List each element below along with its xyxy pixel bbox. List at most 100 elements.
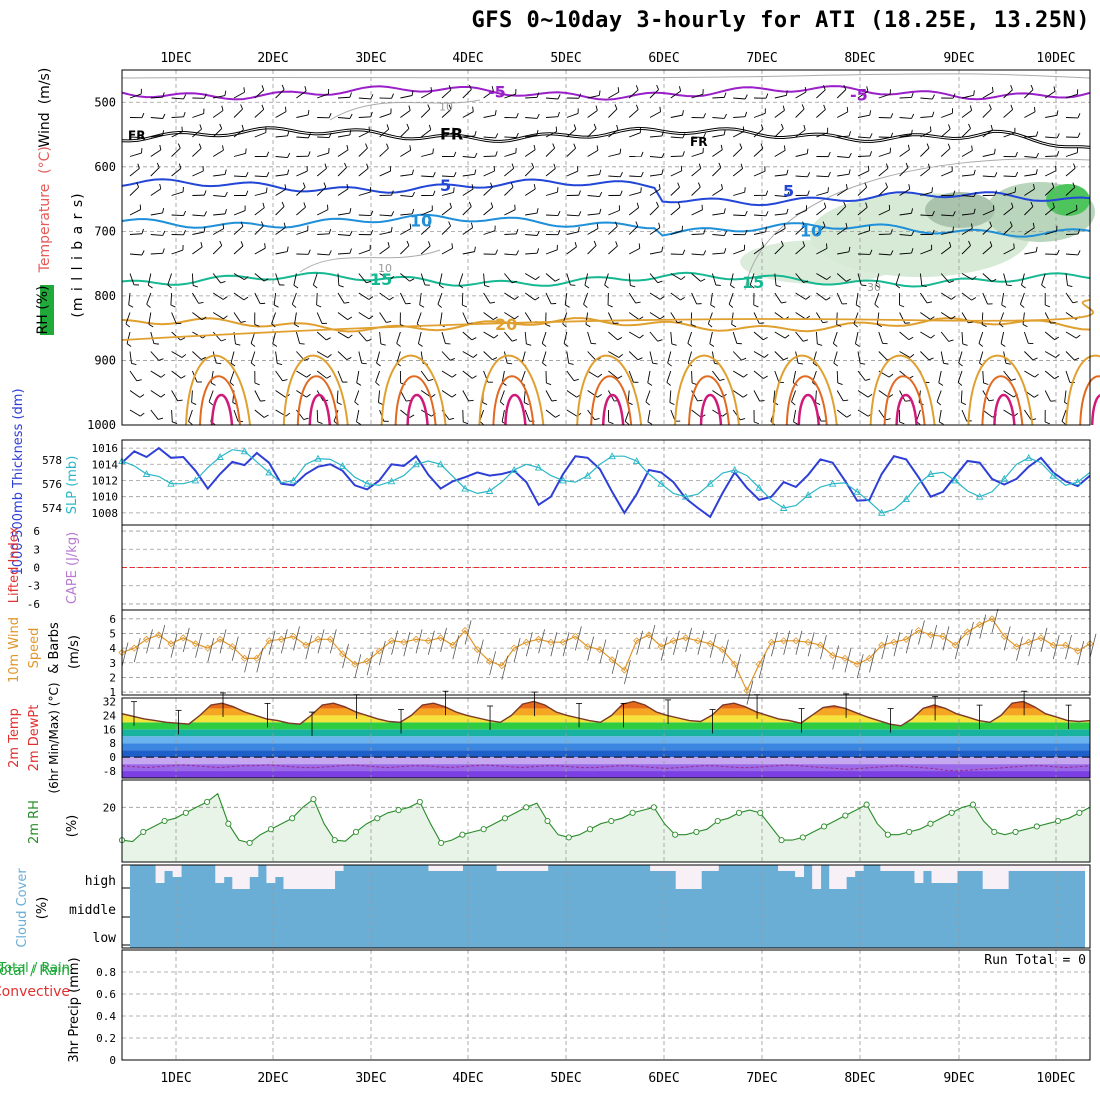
isotherm-35 <box>797 393 821 426</box>
wind-barb <box>293 284 299 289</box>
y-tick-label: 5 <box>109 627 116 640</box>
wind-barb <box>368 315 374 320</box>
y-tick-label: 576 <box>42 478 62 491</box>
wind-barb <box>927 163 931 169</box>
wind-barb <box>782 105 785 111</box>
wind-barb <box>595 105 598 111</box>
wind-barb <box>219 123 223 129</box>
wind-barb <box>1056 133 1060 139</box>
precip-total-label: Total / Rain <box>0 961 70 976</box>
wind-barb-10m <box>1003 626 1011 651</box>
wind-barb <box>203 226 206 233</box>
cloud-bar <box>974 865 984 871</box>
wind-barb <box>607 304 613 308</box>
wind-barb <box>472 375 477 379</box>
wind-barb <box>619 190 623 196</box>
wind-barb <box>313 284 318 289</box>
wind-barb <box>680 296 685 301</box>
wind-barb <box>245 190 249 196</box>
wind-barb <box>495 151 498 157</box>
wind-barb <box>741 357 747 361</box>
wind-barb-10m <box>979 614 987 639</box>
wind-barb <box>594 417 600 421</box>
wind-barb <box>146 292 152 305</box>
dewpoint-line <box>121 764 1091 772</box>
wind-barb <box>356 421 361 425</box>
wind-barb <box>624 420 630 425</box>
wind-barb <box>616 124 619 130</box>
wind-barb <box>691 93 704 99</box>
wind-barb <box>212 128 223 138</box>
cloud-bar <box>164 865 174 871</box>
slp-axis-label: SLP (mb) <box>65 456 80 515</box>
wind-barb <box>973 90 975 96</box>
wind-barb <box>411 169 414 175</box>
wind-barb <box>899 421 905 425</box>
wind-barb <box>905 162 909 168</box>
wind-barb <box>296 230 308 235</box>
wind-barb <box>307 249 311 255</box>
wind-barb <box>462 390 470 402</box>
wind-barb <box>316 209 329 216</box>
wind-barb <box>1024 370 1035 378</box>
wind-barb <box>275 156 288 158</box>
wind-barb <box>899 351 911 358</box>
wind-barb-10m <box>856 654 864 679</box>
cloud-bar <box>436 865 446 871</box>
wind-speed-marker <box>363 657 371 665</box>
wind-barb <box>743 373 748 378</box>
wind-barb <box>659 106 661 112</box>
wind-barb <box>192 312 203 321</box>
wind-barb <box>391 190 394 196</box>
x-tick-label-bottom: 2DEC <box>257 1071 288 1086</box>
wind-speed-marker <box>596 646 604 654</box>
wind-barb <box>753 246 764 255</box>
wind-barb <box>531 162 535 168</box>
wind-barb <box>493 334 499 339</box>
wind-barb <box>277 362 283 365</box>
wind-barb <box>150 149 162 157</box>
wind-barb <box>857 370 866 381</box>
x-tick-label-top: 1DEC <box>160 51 191 66</box>
wind-barb <box>598 90 601 96</box>
isotherm-30 <box>199 375 241 426</box>
wind-barb <box>973 208 976 214</box>
wind-barb <box>126 331 131 344</box>
wind-barb <box>578 226 580 232</box>
wind-barb <box>855 331 859 344</box>
wind-barb <box>171 249 184 255</box>
rh-area <box>925 192 995 228</box>
cloud-bar <box>880 865 890 871</box>
wind-barb-10m <box>881 635 889 660</box>
wind-barb <box>823 202 827 208</box>
wind-barb <box>989 221 993 227</box>
wind-barb <box>774 195 787 197</box>
wind-barb <box>982 409 993 418</box>
wind-barb <box>815 390 817 403</box>
wind-barb <box>1065 186 1076 196</box>
wind-barb <box>150 252 163 255</box>
wind-barb <box>931 229 935 235</box>
wind-barb <box>317 233 330 235</box>
wind-barb <box>263 278 269 282</box>
wind-barb <box>733 97 746 100</box>
slp-marker <box>681 492 690 500</box>
rh-marker <box>672 831 679 838</box>
wind-barb <box>670 136 683 139</box>
wind-barb <box>627 390 630 403</box>
wind-barb <box>400 110 411 118</box>
wind-barb <box>275 135 288 138</box>
wind-speed-marker <box>645 631 653 639</box>
wind-barb <box>523 390 526 403</box>
wind-barb-10m <box>1016 636 1023 661</box>
slp-marker <box>632 457 641 464</box>
wind-barb-10m <box>195 633 202 658</box>
wind-barb <box>723 230 727 236</box>
wind-barb <box>749 284 755 289</box>
wind-barb <box>961 245 971 255</box>
wind-barb <box>744 229 748 235</box>
rh-marker <box>459 831 466 838</box>
wind-barb <box>557 111 560 117</box>
cloud-bar <box>922 865 932 871</box>
wind-barb <box>805 296 811 300</box>
